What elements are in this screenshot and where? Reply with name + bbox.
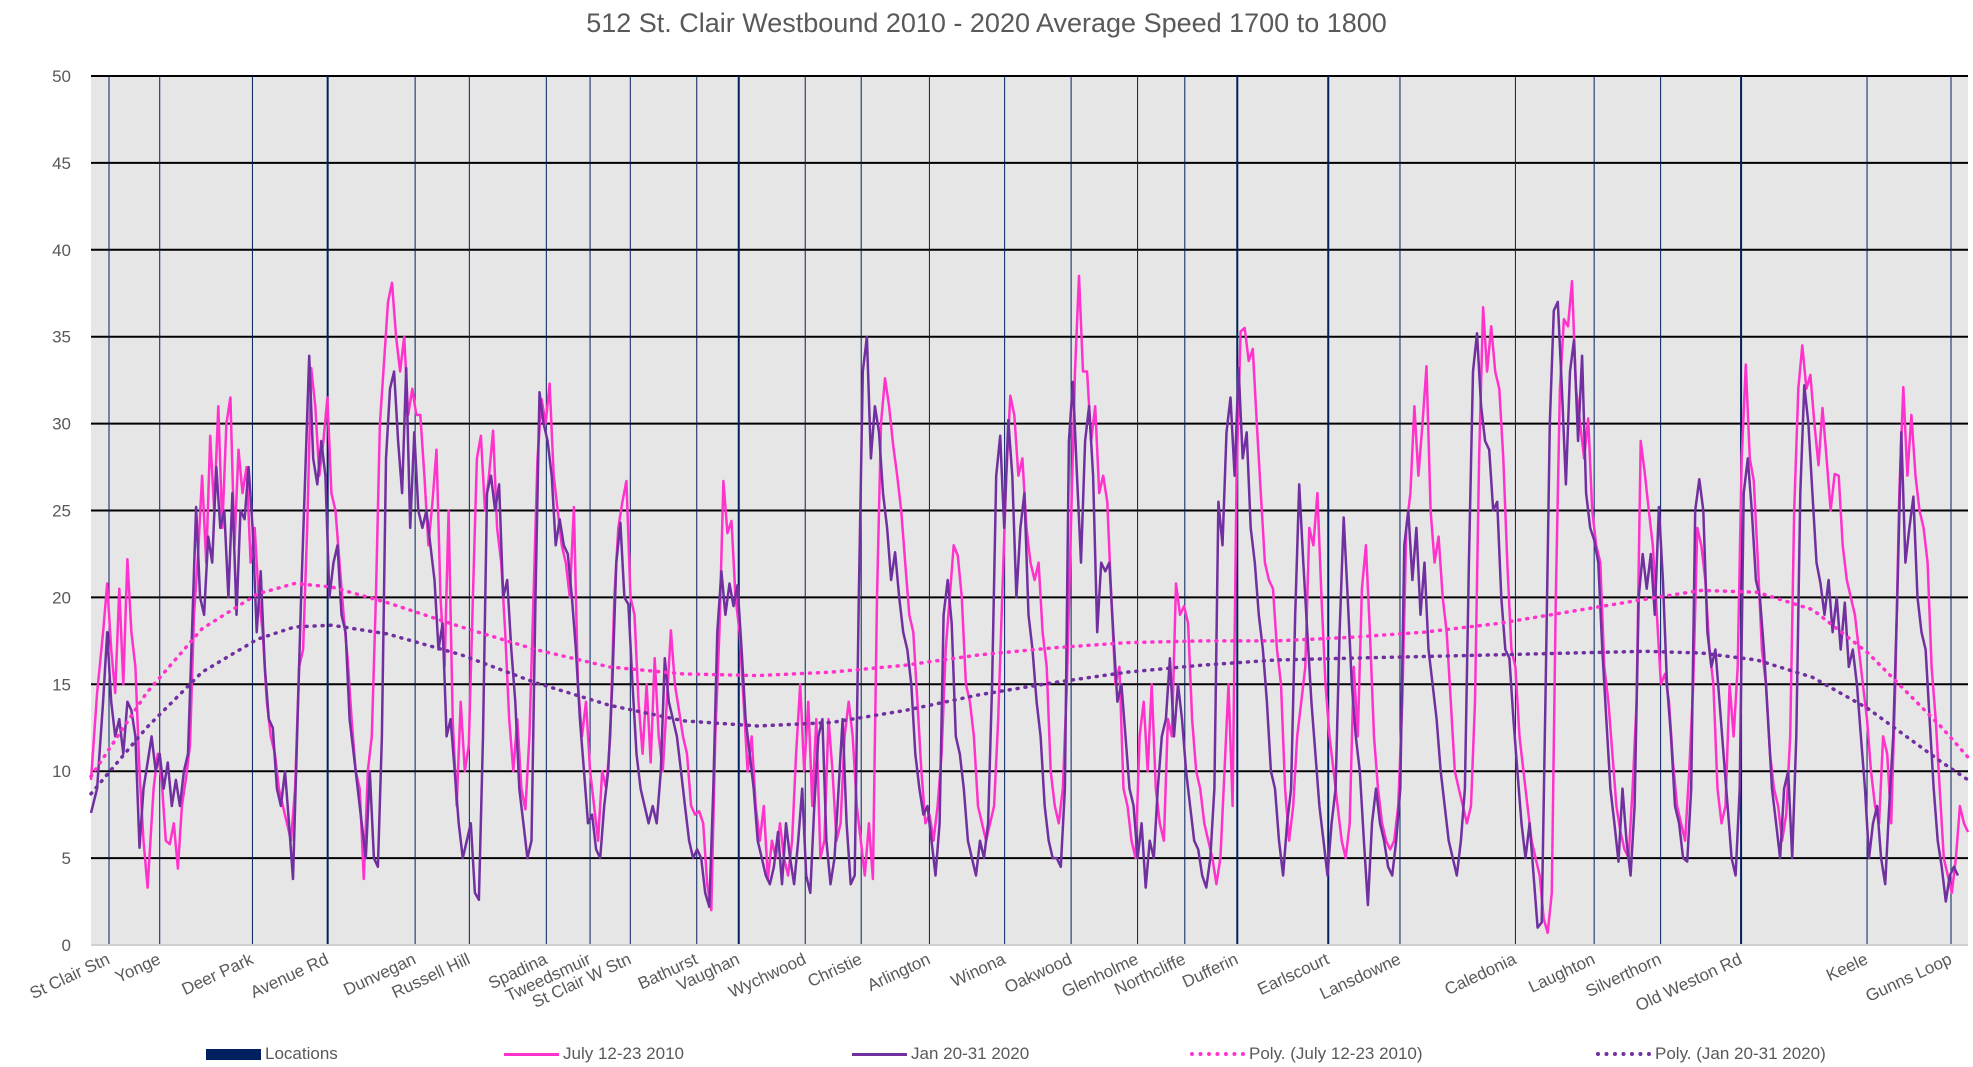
chart-title: 512 St. Clair Westbound 2010 - 2020 Aver…: [586, 8, 1387, 38]
y-axis-ticks: 0 5 10 15 20 25 30 35 40 45 50: [52, 67, 71, 955]
x-tick-label: Dufferin: [1179, 949, 1241, 991]
x-tick-label: Keele: [1823, 949, 1870, 985]
y-tick-label: 40: [52, 241, 71, 260]
legend-item-july-2010[interactable]: July 12-23 2010: [504, 1044, 684, 1064]
y-tick-label: 35: [52, 328, 71, 347]
legend: Locations July 12-23 2010 Jan 20-31 2020…: [0, 1044, 1973, 1066]
x-tick-label: Christie: [805, 949, 865, 991]
x-tick-label: Arlington: [864, 949, 933, 995]
legend-swatch-poly-july-2010: [1190, 1052, 1245, 1056]
legend-item-poly-jan-2020[interactable]: Poly. (Jan 20-31 2020): [1596, 1044, 1826, 1064]
y-tick-label: 10: [52, 762, 71, 781]
legend-swatch-locations: [206, 1048, 261, 1060]
legend-label: Poly. (July 12-23 2010): [1249, 1044, 1423, 1063]
y-tick-label: 15: [52, 675, 71, 694]
y-tick-label: 50: [52, 67, 71, 86]
x-tick-label: Lansdowne: [1317, 949, 1404, 1003]
y-tick-label: 25: [52, 502, 71, 521]
legend-swatch-poly-jan-2020: [1596, 1052, 1651, 1056]
y-tick-label: 30: [52, 415, 71, 434]
y-tick-label: 5: [62, 849, 71, 868]
legend-label: Locations: [265, 1044, 338, 1063]
legend-item-poly-july-2010[interactable]: Poly. (July 12-23 2010): [1190, 1044, 1423, 1064]
legend-label: Poly. (Jan 20-31 2020): [1655, 1044, 1826, 1063]
x-tick-label: Wychwood: [726, 949, 809, 1001]
x-tick-label: Yonge: [112, 949, 163, 986]
x-tick-label: Gunns Loop: [1863, 949, 1955, 1005]
legend-label: Jan 20-31 2020: [911, 1044, 1030, 1063]
y-tick-label: 0: [62, 936, 71, 955]
x-tick-label: St Clair Stn: [27, 949, 113, 1003]
legend-swatch-july-2010: [504, 1052, 559, 1056]
series-lines: [89, 274, 1970, 935]
y-tick-label: 20: [52, 588, 71, 607]
legend-swatch-jan-2020: [852, 1052, 907, 1056]
legend-label: July 12-23 2010: [563, 1044, 684, 1063]
x-tick-label: Winona: [948, 949, 1009, 991]
legend-item-locations[interactable]: Locations: [206, 1044, 338, 1064]
y-tick-label: 45: [52, 154, 71, 173]
x-tick-label: Avenue Rd: [247, 949, 331, 1002]
series-poly-july-12-23-2010-: [89, 581, 1970, 779]
x-tick-label: Deer Park: [179, 949, 257, 999]
x-tick-label: Caledonia: [1442, 949, 1520, 999]
series-poly-jan-20-31-2020-: [89, 623, 1970, 796]
legend-item-jan-2020[interactable]: Jan 20-31 2020: [852, 1044, 1029, 1064]
series-jan-20-31-2020: [89, 300, 1960, 929]
